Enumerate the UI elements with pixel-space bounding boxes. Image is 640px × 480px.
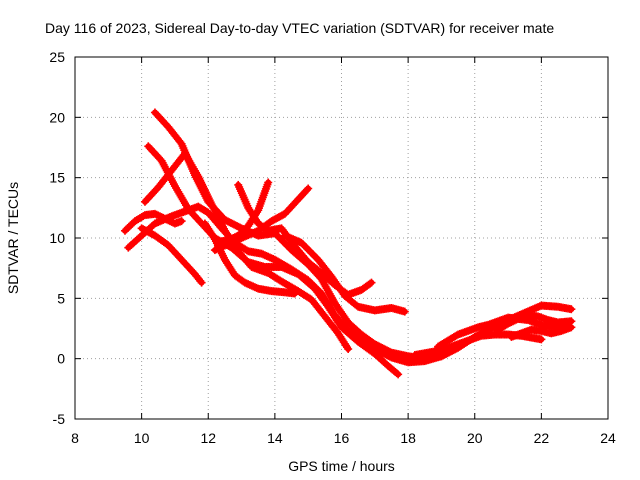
data-point-track-i-41	[214, 237, 223, 246]
x-tick-label-0: 8	[71, 430, 79, 446]
chart-title: Day 116 of 2023, Sidereal Day-to-day VTE…	[45, 20, 554, 36]
x-tick-label-8: 24	[600, 430, 616, 446]
y-tick-label-0: -5	[53, 411, 66, 427]
y-tick-label-3: 10	[49, 230, 65, 246]
series-layer	[120, 108, 576, 379]
data-point-track-a-293	[567, 305, 576, 314]
series-track-n	[494, 311, 576, 334]
y-tick-label-5: 20	[49, 109, 65, 125]
x-axis-label: GPS time / hours	[288, 458, 395, 474]
x-tick-label-7: 22	[534, 430, 550, 446]
x-tick-label-4: 16	[334, 430, 350, 446]
y-tick-label-4: 15	[49, 170, 65, 186]
x-tick-label-6: 20	[467, 430, 483, 446]
data-point-track-h-61	[302, 185, 311, 194]
data-point-track-b-182	[394, 370, 403, 379]
y-axis-label: SDTVAR / TECUs	[5, 182, 21, 294]
series-track-e	[140, 149, 353, 354]
data-point-track-e-163	[343, 343, 352, 352]
x-tick-label-2: 12	[200, 430, 216, 446]
tick-layer: 8 10 12 14 16 18 20 22 24 -5 0 5 10 15 20 25	[49, 49, 616, 446]
series-track-k	[120, 209, 186, 235]
x-tick-label-5: 18	[400, 430, 416, 446]
series-track-c	[124, 202, 459, 367]
series-track-o	[507, 323, 576, 341]
data-point-track-g-98	[367, 278, 376, 287]
data-point-track-d-42	[196, 276, 205, 285]
data-point-track-e-164	[344, 345, 353, 354]
data-point-track-j-81	[400, 307, 409, 316]
y-tick-label-6: 25	[49, 49, 65, 65]
data-point-track-o-36	[567, 323, 576, 332]
y-tick-label-2: 5	[57, 290, 65, 306]
data-point-track-k-35	[177, 217, 186, 226]
data-point-track-f-65	[290, 289, 299, 298]
y-tick-label-1: 0	[57, 351, 65, 367]
x-tick-label-3: 14	[267, 430, 283, 446]
series-track-d	[137, 224, 206, 287]
data-point-track-g-97	[366, 279, 375, 288]
data-point-track-h-62	[304, 184, 313, 193]
data-point-track-m-76	[537, 335, 546, 344]
x-tick-label-1: 10	[134, 430, 150, 446]
series-track-i	[214, 178, 273, 246]
data-point-track-d-43	[197, 278, 206, 287]
data-point-track-b-181	[392, 369, 401, 378]
series-track-j	[280, 231, 409, 316]
